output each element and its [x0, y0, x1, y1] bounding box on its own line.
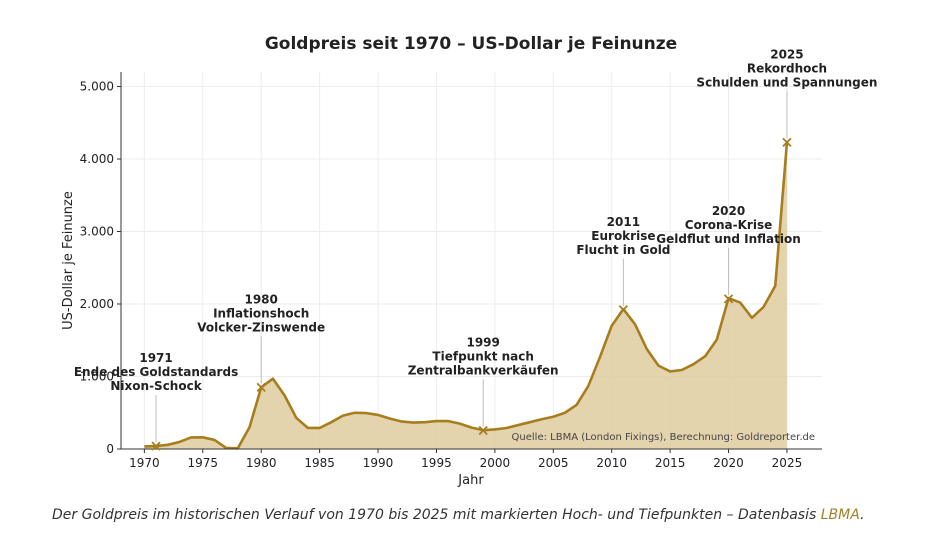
annotation-text: Rekordhoch	[747, 61, 827, 75]
x-tick-label: 1995	[421, 456, 452, 470]
data-marker-x	[618, 305, 629, 315]
x-tick-label: 2020	[713, 456, 744, 470]
x-tick-label: 1970	[129, 456, 160, 470]
annotation-text: Eurokrise	[591, 229, 655, 243]
x-tick-label: 1985	[304, 456, 335, 470]
x-tick-label: 1980	[246, 456, 277, 470]
gold-price-chart: 1970 1975 1980 1985 1990 1995 2000 2005 2010 2015…	[61, 34, 877, 488]
y-tick-label: 4.000	[80, 152, 114, 166]
y-axis-label: US-Dollar je Feinunze	[61, 191, 76, 330]
annotation-text: Volcker-Zinswende	[197, 320, 325, 334]
data-marker-x	[782, 137, 792, 147]
annotation-text: 2011	[607, 215, 640, 229]
annotation-text: Schulden und Spannungen	[696, 75, 877, 89]
y-tick-label: 0	[106, 442, 114, 456]
annotation-text: Inflationshoch	[213, 306, 309, 320]
data-marker-x	[478, 425, 488, 436]
annotation-text: Geldflut und Inflation	[656, 232, 801, 246]
data-marker-x	[256, 382, 266, 393]
x-tick-label: 2005	[538, 456, 569, 470]
data-marker-x	[151, 441, 161, 451]
x-tick-label: 1990	[363, 456, 394, 470]
y-tick-label: 1.000	[80, 370, 114, 384]
y-tick-label: 3.000	[80, 225, 114, 239]
chart-title: Goldpreis seit 1970 – US-Dollar je Feinu…	[265, 34, 677, 54]
x-tick-label: 2025	[772, 456, 803, 470]
caption-text: Der Goldpreis im historischen Verlauf vo…	[52, 507, 817, 523]
x-tick-label: 2015	[655, 456, 686, 470]
annotation-text: Nixon-Schock	[110, 379, 202, 393]
annotation-text: 1971	[139, 351, 172, 365]
annotation-text: Tiefpunkt nach	[432, 350, 534, 364]
data-marker-x	[723, 294, 734, 304]
annotation-text: Corona-Krise	[685, 218, 772, 232]
chart-container: 1970 1975 1980 1985 1990 1995 2000 2005 2010 2015…	[61, 34, 877, 488]
annotation-text: Zentralbankverkäufen	[408, 364, 559, 378]
source-note: Quelle: LBMA (London Fixings), Berechnun…	[512, 432, 815, 443]
series-area-fill	[144, 142, 787, 449]
x-axis-label: Jahr	[457, 473, 484, 488]
y-tick-label: 5.000	[80, 80, 114, 94]
caption-end: .	[860, 507, 865, 523]
annotation-text: Flucht in Gold	[576, 243, 670, 257]
annotation-text: 1999	[466, 336, 499, 350]
figure-caption: Der Goldpreis im historischen Verlauf vo…	[52, 505, 912, 525]
annotation-text: 1980	[244, 292, 277, 306]
y-tick-label: 2.000	[80, 297, 114, 311]
annotation-text: Ende des Goldstandards	[74, 365, 238, 379]
annotation-text: 2020	[712, 204, 745, 218]
annotation-text: 2025	[770, 47, 803, 61]
x-tick-label: 2010	[596, 456, 627, 470]
series-line	[144, 142, 789, 450]
caption-link-lbma[interactable]: LBMA	[820, 507, 861, 523]
x-tick-label: 2000	[480, 456, 511, 470]
x-tick-label: 1975	[188, 456, 219, 470]
